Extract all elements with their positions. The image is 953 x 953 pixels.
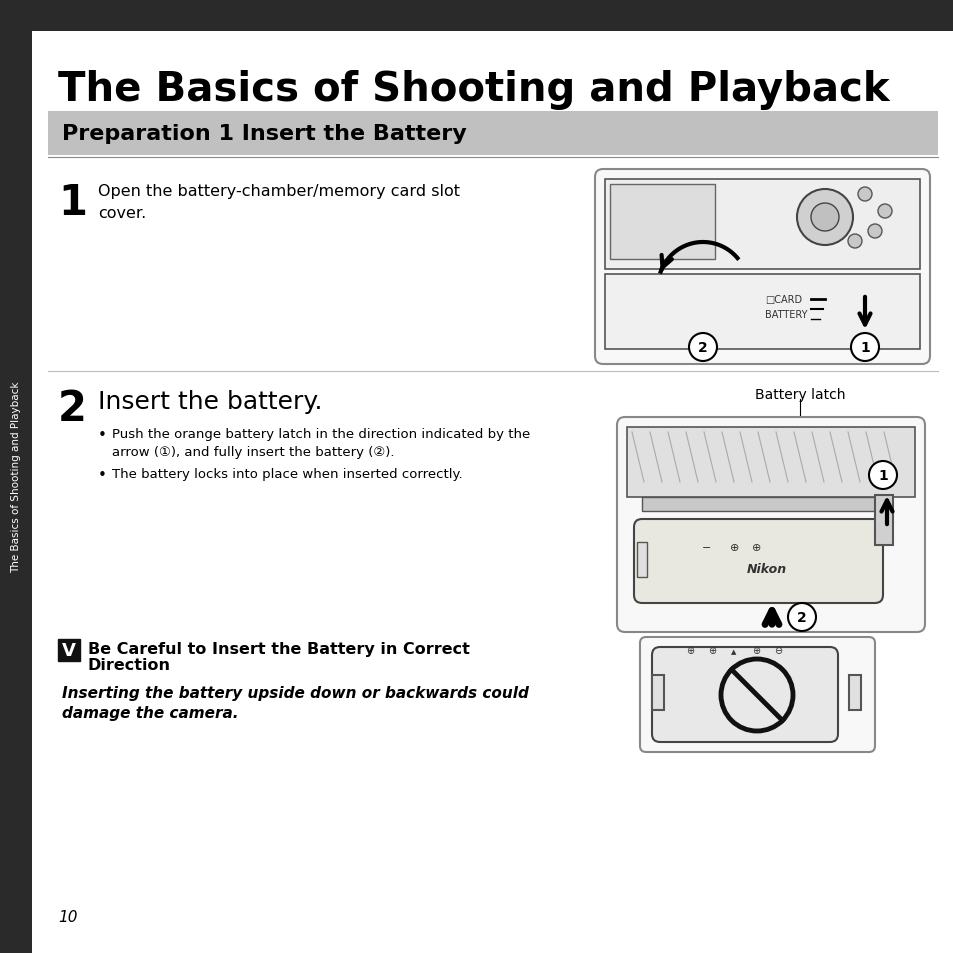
Text: 2: 2 — [58, 388, 87, 430]
Text: 2: 2 — [698, 340, 707, 355]
Bar — [874, 496, 892, 545]
Text: Direction: Direction — [88, 658, 171, 672]
Text: □CARD: □CARD — [764, 294, 801, 305]
Circle shape — [796, 190, 852, 246]
Bar — [609, 185, 714, 260]
Circle shape — [688, 334, 717, 361]
Text: ▲: ▲ — [731, 648, 736, 655]
Text: Open the battery-chamber/memory card slot
cover.: Open the battery-chamber/memory card slo… — [98, 184, 459, 221]
Circle shape — [810, 204, 838, 232]
Text: ⊕: ⊕ — [752, 542, 760, 553]
Text: damage the camera.: damage the camera. — [62, 705, 238, 720]
Bar — [0, 0, 32, 953]
FancyBboxPatch shape — [639, 638, 874, 752]
Text: Push the orange battery latch in the direction indicated by the: Push the orange battery latch in the dir… — [112, 428, 530, 440]
Text: ⊖: ⊖ — [773, 645, 781, 656]
Circle shape — [847, 234, 862, 249]
FancyBboxPatch shape — [634, 519, 882, 603]
Text: 2: 2 — [797, 610, 806, 624]
Bar — [604, 274, 919, 350]
Text: 1: 1 — [58, 182, 87, 224]
Text: Nikon: Nikon — [746, 563, 786, 576]
Text: 1: 1 — [860, 340, 869, 355]
Text: Battery latch: Battery latch — [754, 388, 844, 401]
Circle shape — [850, 334, 878, 361]
Text: arrow (①), and fully insert the battery (②).: arrow (①), and fully insert the battery … — [112, 446, 395, 458]
Text: •: • — [98, 468, 107, 482]
Text: 1: 1 — [877, 469, 887, 482]
Bar — [0, 0, 953, 32]
Text: V: V — [62, 641, 76, 659]
Bar — [58, 639, 80, 661]
Bar — [626, 428, 914, 497]
Bar — [651, 676, 663, 710]
Bar — [641, 497, 879, 512]
Text: ⊕: ⊕ — [707, 645, 716, 656]
Text: Insert the battery.: Insert the battery. — [98, 390, 322, 414]
Bar — [604, 180, 919, 270]
Circle shape — [857, 188, 871, 202]
Text: Be Careful to Insert the Battery in Correct: Be Careful to Insert the Battery in Corr… — [88, 641, 470, 657]
Text: −: − — [701, 542, 711, 553]
FancyBboxPatch shape — [651, 647, 837, 742]
Text: The battery locks into place when inserted correctly.: The battery locks into place when insert… — [112, 468, 462, 480]
Circle shape — [868, 461, 896, 490]
FancyBboxPatch shape — [617, 417, 924, 633]
Text: The Basics of Shooting and Playback: The Basics of Shooting and Playback — [11, 381, 21, 572]
Text: •: • — [98, 428, 107, 442]
Text: ⊕: ⊕ — [685, 645, 694, 656]
Text: The Basics of Shooting and Playback: The Basics of Shooting and Playback — [58, 70, 889, 110]
Text: 10: 10 — [58, 909, 77, 924]
Text: ⊕: ⊕ — [751, 645, 760, 656]
Circle shape — [877, 205, 891, 219]
Circle shape — [787, 603, 815, 631]
Text: BATTERY: BATTERY — [764, 310, 806, 319]
FancyBboxPatch shape — [595, 170, 929, 365]
Circle shape — [867, 225, 882, 239]
Bar — [637, 542, 646, 578]
Text: Preparation 1 Insert the Battery: Preparation 1 Insert the Battery — [62, 124, 466, 144]
Text: Inserting the battery upside down or backwards could: Inserting the battery upside down or bac… — [62, 685, 528, 700]
Bar — [848, 676, 861, 710]
Bar — [48, 112, 937, 156]
Text: ⊕: ⊕ — [730, 542, 739, 553]
